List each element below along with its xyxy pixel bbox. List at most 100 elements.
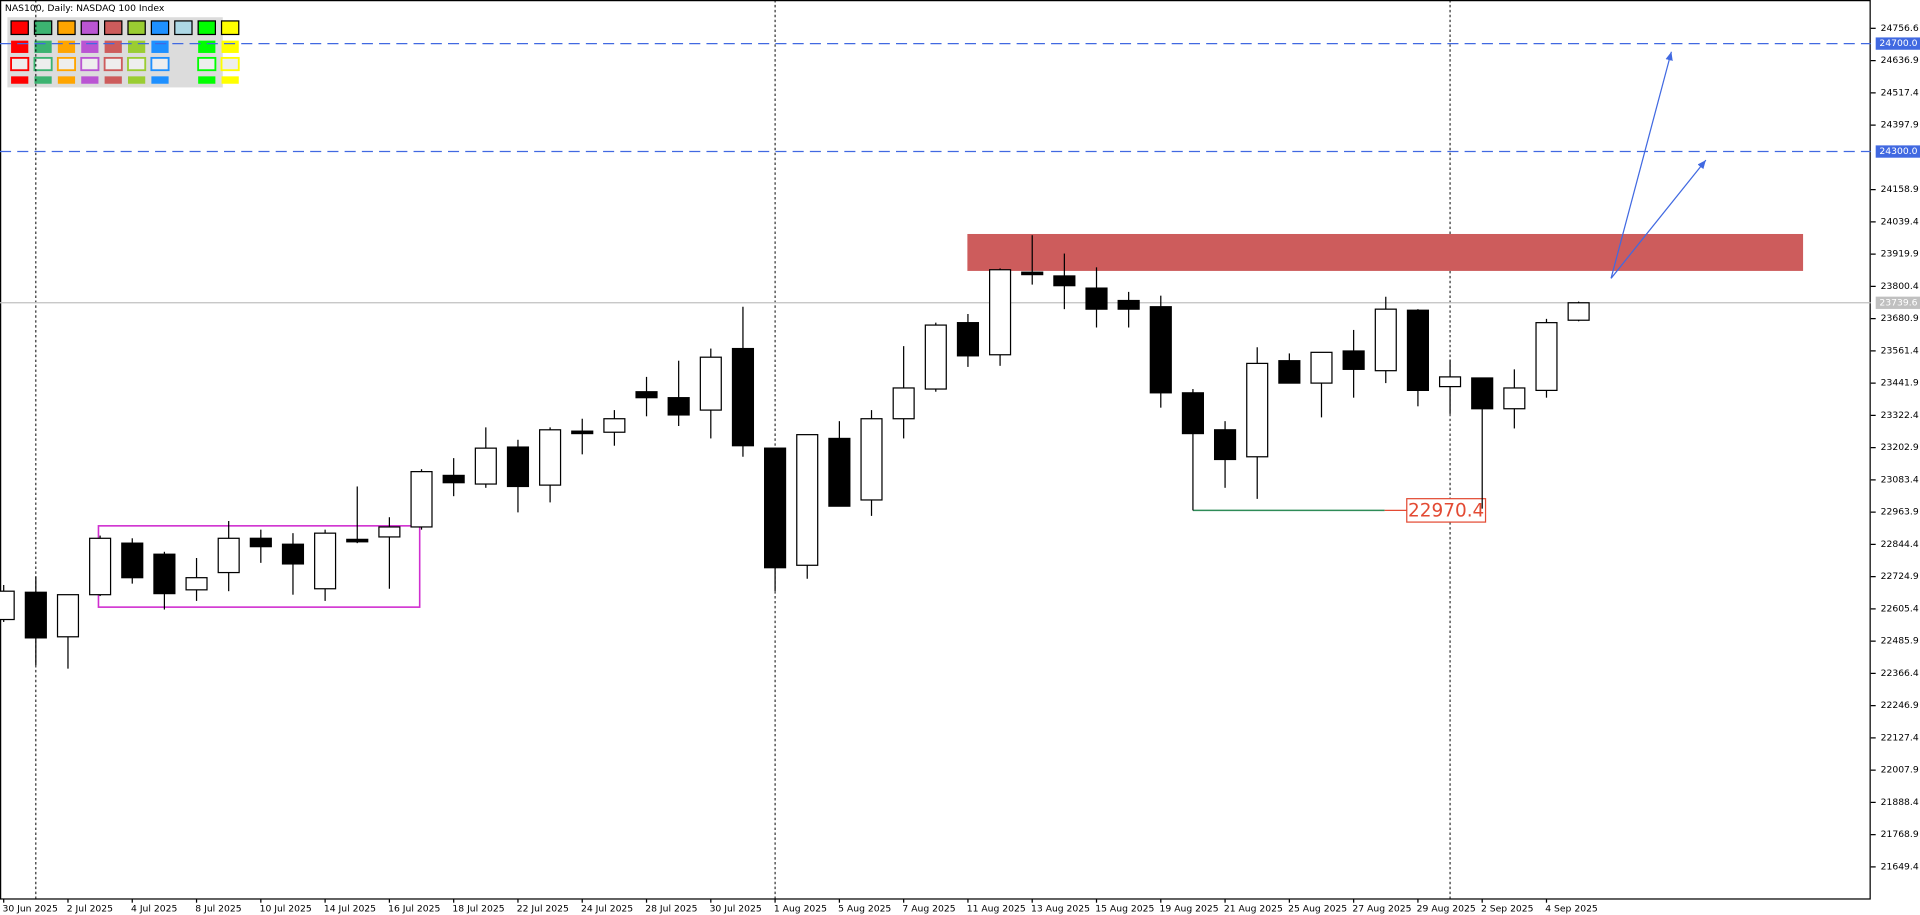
y-tick-label: 24039.4 — [1881, 216, 1919, 227]
candle-body — [217, 537, 240, 574]
x-tick-label: 7 Aug 2025 — [902, 903, 955, 914]
y-tick-label: 22844.4 — [1881, 539, 1919, 550]
x-tick-label: 4 Jul 2025 — [131, 903, 177, 914]
candle-body — [539, 429, 562, 486]
palette-swatch — [10, 56, 30, 72]
candle-body — [1117, 299, 1140, 310]
candle-body — [1246, 362, 1269, 458]
candle-body — [378, 526, 401, 538]
y-tick-label: 23441.9 — [1881, 378, 1919, 389]
x-tick-label: 14 Jul 2025 — [324, 903, 376, 914]
palette-swatch — [56, 56, 76, 72]
x-tick-label: 15 Aug 2025 — [1095, 903, 1154, 914]
palette-swatch — [104, 76, 122, 84]
y-tick-label: 22007.9 — [1881, 765, 1919, 776]
palette-swatch — [197, 56, 217, 72]
candle-body — [571, 430, 594, 435]
plot-frame — [0, 0, 1871, 900]
palette-swatch — [220, 56, 240, 72]
y-tick-label: 22963.9 — [1881, 507, 1919, 518]
candle-body — [474, 447, 497, 485]
candle-body — [1406, 309, 1429, 392]
candle-body — [1181, 392, 1205, 435]
palette-swatch — [150, 56, 170, 72]
level-label: 24300.0 — [1879, 146, 1917, 157]
candle-body — [892, 387, 915, 420]
palette-swatch — [81, 76, 99, 84]
candle-body — [56, 594, 80, 638]
palette-swatch — [80, 56, 100, 72]
x-tick-label: 30 Jun 2025 — [2, 903, 58, 914]
palette-swatch — [174, 20, 193, 36]
candle-body — [860, 418, 883, 501]
palette-swatch — [151, 40, 169, 53]
y-tick-label: 24517.4 — [1881, 87, 1919, 98]
palette-swatch — [80, 20, 100, 36]
palette-swatch — [198, 76, 216, 84]
candle-body — [764, 447, 787, 569]
y-tick-label: 21768.9 — [1881, 829, 1919, 840]
candle-body — [1567, 302, 1590, 321]
candle-body — [0, 590, 15, 621]
resistance-zone — [967, 233, 1804, 271]
x-tick-label: 29 Aug 2025 — [1417, 903, 1476, 914]
x-tick-label: 2 Sep 2025 — [1481, 903, 1534, 914]
palette-swatch — [81, 40, 99, 53]
candle-body — [1278, 360, 1301, 384]
candle-body — [989, 269, 1012, 356]
palette-swatch — [57, 76, 76, 84]
x-tick-label: 2 Jul 2025 — [67, 903, 113, 914]
palette-swatch — [57, 20, 76, 36]
palette-swatch — [33, 56, 53, 72]
low-label: 22970.4 — [1408, 501, 1484, 522]
palette-swatch — [128, 76, 146, 84]
palette-swatch — [11, 40, 29, 53]
candle-body — [1310, 351, 1333, 384]
palette-swatch — [221, 40, 239, 53]
x-tick-label: 13 Aug 2025 — [1031, 903, 1090, 914]
y-tick-label: 22724.9 — [1881, 571, 1919, 582]
y-tick-label: 23800.4 — [1881, 281, 1919, 292]
palette-swatch — [221, 76, 239, 84]
candle-body — [635, 391, 658, 399]
candle-body — [1053, 275, 1076, 287]
palette-swatch — [11, 76, 29, 84]
x-tick-label: 21 Aug 2025 — [1224, 903, 1283, 914]
candle-body — [924, 324, 947, 390]
palette-swatch — [104, 20, 123, 36]
y-tick-label: 23202.9 — [1881, 442, 1919, 453]
candle-body — [506, 446, 530, 488]
forecast-arrow — [1610, 159, 1707, 279]
x-tick-label: 22 Jul 2025 — [517, 903, 569, 914]
x-tick-label: 18 Jul 2025 — [452, 903, 504, 914]
x-tick-label: 8 Jul 2025 — [195, 903, 241, 914]
palette-swatch — [198, 40, 216, 53]
x-tick-label: 24 Jul 2025 — [581, 903, 633, 914]
candle-body — [314, 532, 337, 590]
x-tick-label: 30 Jul 2025 — [710, 903, 762, 914]
x-tick-label: 1 Aug 2025 — [774, 903, 827, 914]
candle-body — [828, 437, 851, 507]
candle-body — [442, 474, 465, 484]
palette-swatch — [103, 56, 123, 72]
candle-body — [249, 537, 272, 548]
x-tick-label: 16 Jul 2025 — [388, 903, 440, 914]
candle-body — [1503, 387, 1526, 410]
y-tick-label: 23083.4 — [1881, 474, 1919, 485]
candle-body — [24, 591, 47, 639]
palette-swatch — [34, 76, 52, 84]
candle-body — [667, 397, 690, 416]
current-price-label: 23739.6 — [1879, 297, 1917, 308]
y-tick-label: 22246.9 — [1881, 700, 1919, 711]
palette-swatch — [220, 20, 240, 36]
candle-body — [1471, 377, 1494, 410]
palette-swatch — [10, 20, 29, 36]
x-tick-label: 4 Sep 2025 — [1545, 903, 1598, 914]
y-tick-label: 24756.6 — [1881, 23, 1919, 34]
candle-body — [1374, 308, 1397, 372]
candle-body — [1535, 322, 1558, 392]
y-tick-label: 23919.9 — [1881, 249, 1919, 260]
